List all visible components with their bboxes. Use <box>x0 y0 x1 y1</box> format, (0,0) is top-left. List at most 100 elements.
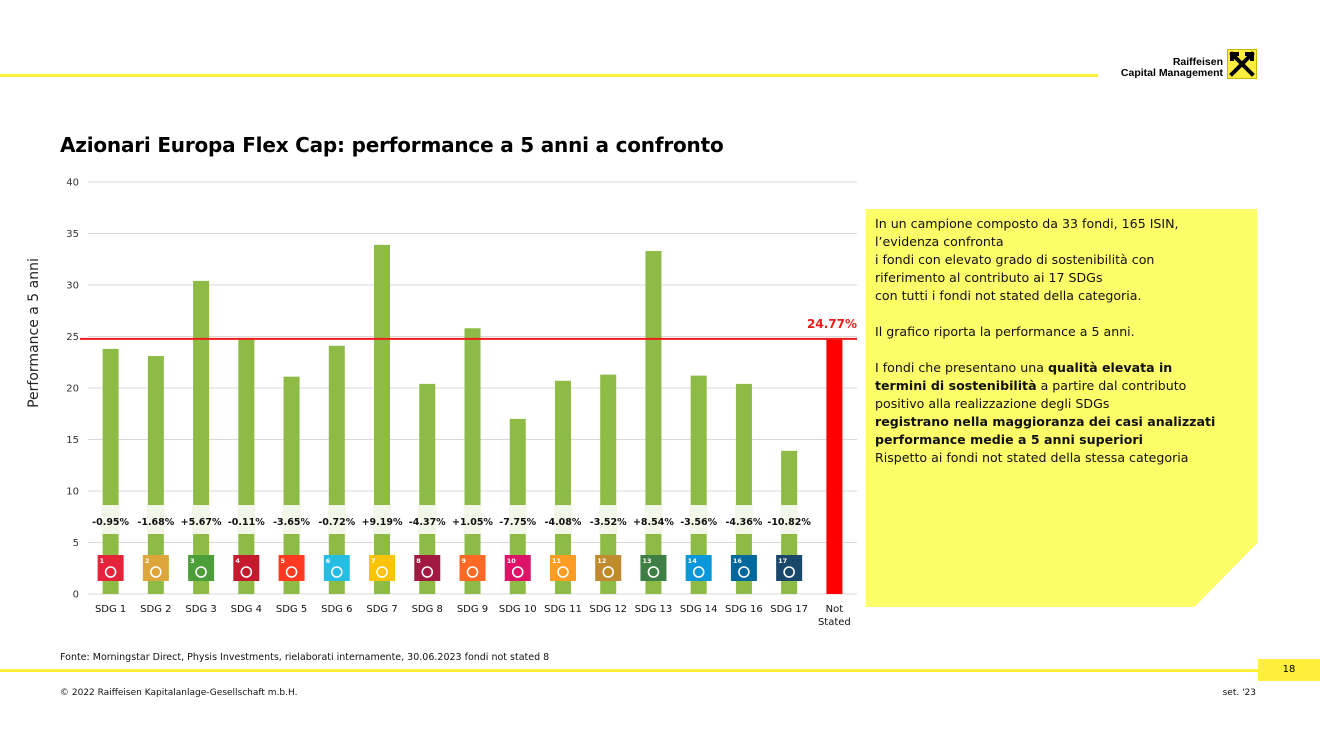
y-tick-label: 0 <box>73 590 79 601</box>
data-label: +8.54% <box>633 517 674 528</box>
data-label: -7.75% <box>499 517 536 528</box>
sdg-icon-glyph <box>557 566 569 578</box>
bar-label-bg <box>553 505 572 534</box>
data-label: +5.67% <box>181 517 222 528</box>
sdg-icon-glyph <box>511 566 524 578</box>
bar-label-bg <box>508 505 527 534</box>
bar <box>826 338 843 594</box>
note-highlight: termini di sostenibilità <box>875 378 1037 393</box>
sdg-16-icon: 16 <box>730 555 757 581</box>
reference-line-label: 24.77% <box>807 317 857 331</box>
sdg-13-icon: 13 <box>640 555 667 581</box>
note-line: riferimento al contributo ai 17 SDGs <box>875 270 1103 285</box>
x-tick-label: SDG 3 <box>185 604 216 615</box>
bar-label-bg <box>146 505 165 534</box>
x-tick-label: SDG 9 <box>457 604 488 615</box>
sdg-icon-number: 1 <box>100 557 105 565</box>
note-line: con tutti i fondi not stated della categ… <box>875 288 1142 303</box>
note-text: I fondi che presentano una <box>875 360 1048 375</box>
raiffeisen-logo-icon <box>1227 49 1257 79</box>
sdg-icon-glyph <box>104 566 117 578</box>
sdg-icon-number: 17 <box>778 557 787 565</box>
bar <box>600 374 617 594</box>
sdg-11-icon: 11 <box>549 555 576 581</box>
x-tick-label: SDG 8 <box>412 604 443 615</box>
bar <box>374 244 391 594</box>
sdg-icon-glyph <box>466 566 479 578</box>
x-tick-label: SDG 2 <box>140 604 171 615</box>
x-tick-label: SDG 4 <box>231 604 262 615</box>
note-line: In un campione composto da 33 fondi, 165… <box>875 216 1179 231</box>
sdg-icon-glyph <box>421 566 434 578</box>
sdg-icon-number: 7 <box>371 557 376 565</box>
data-label: -4.36% <box>725 517 762 528</box>
bar <box>464 328 481 594</box>
data-label: -10.82% <box>767 517 811 528</box>
note-paragraph-1: In un campione composto da 33 fondi, 165… <box>875 215 1249 305</box>
sdg-10-icon: 10 <box>504 555 531 581</box>
note-text: Rispetto ai fondi not stated della stess… <box>875 450 1189 465</box>
sdg-icon-number: 10 <box>507 557 517 565</box>
sdg-6-icon: 6 <box>323 555 350 581</box>
brand-line-1: Raiffeisen <box>1172 56 1223 68</box>
y-tick-label: 40 <box>66 178 79 189</box>
sdg-7-icon: 7 <box>369 555 396 581</box>
y-tick-label: 35 <box>66 229 79 240</box>
bar <box>554 380 571 594</box>
sdg-1-icon: 1 <box>97 555 124 581</box>
sdg-icon-glyph <box>330 566 343 578</box>
data-label: -1.68% <box>137 517 174 528</box>
note-text: a partire dal contributo <box>1036 378 1187 393</box>
x-tick-label: SDG 6 <box>321 604 352 615</box>
bar-label-bg <box>463 505 482 534</box>
sdg-17-icon: 17 <box>776 555 803 581</box>
x-tick-label: SDG 7 <box>366 604 397 615</box>
x-tick-label: SDG 12 <box>589 604 627 615</box>
x-tick-label: SDG 13 <box>635 604 673 615</box>
sdg-icon-glyph <box>783 566 795 578</box>
sdg-icon-glyph <box>692 566 705 578</box>
brand-line-2: Capital Management <box>1120 67 1223 79</box>
y-tick-label: 15 <box>66 435 79 446</box>
x-tick-label: SDG 5 <box>276 604 307 615</box>
bar-label-bg <box>734 505 753 534</box>
sdg-icon-number: 16 <box>733 557 743 565</box>
data-label: -3.52% <box>590 517 627 528</box>
y-tick-label: 25 <box>66 332 79 343</box>
bar <box>419 383 436 594</box>
sdg-3-icon: 3 <box>188 555 215 581</box>
note-highlight: registrano nella maggioranza dei casi an… <box>875 414 1216 429</box>
bar <box>283 376 300 594</box>
sdg-14-icon: 14 <box>685 555 712 581</box>
sdg-icon-number: 2 <box>145 557 150 565</box>
footer-accent-line <box>0 669 1258 672</box>
footer-date: set. '23 <box>1222 688 1256 698</box>
bar-label-bg <box>780 505 799 534</box>
note-text: positivo alla realizzazione degli SDGs <box>875 396 1110 411</box>
sdg-icon-number: 3 <box>190 557 195 565</box>
note-highlight: performance medie a 5 anni superiori <box>875 432 1143 447</box>
sdg-icon-glyph <box>285 566 298 578</box>
x-tick-label: SDG 17 <box>770 604 808 615</box>
sdg-2-icon: 2 <box>142 555 169 581</box>
sdg-icon-glyph <box>376 566 388 578</box>
data-label: -3.56% <box>680 517 717 528</box>
data-label: +9.19% <box>362 517 403 528</box>
x-tick-label: SDG 14 <box>680 604 718 615</box>
data-label: -0.11% <box>228 517 265 528</box>
sdg-icon-number: 13 <box>642 557 651 565</box>
sdg-icon-number: 5 <box>281 557 286 565</box>
data-label: -4.08% <box>545 517 582 528</box>
bar-label-bg <box>599 505 618 534</box>
note-paragraph-3: I fondi che presentano una qualità eleva… <box>875 359 1249 467</box>
note-paragraph-2: Il grafico riporta la performance a 5 an… <box>875 324 1135 339</box>
sdg-icon-glyph <box>195 566 207 578</box>
note-line: l’evidenza confronta <box>875 234 1004 249</box>
data-label: -0.95% <box>92 517 129 528</box>
page-title: Azionari Europa Flex Cap: performance a … <box>60 133 724 157</box>
sdg-icon-glyph <box>738 566 750 578</box>
y-tick-label: 30 <box>66 281 79 292</box>
sdg-icon-number: 6 <box>326 557 331 565</box>
sdg-icon-number: 8 <box>416 557 421 565</box>
